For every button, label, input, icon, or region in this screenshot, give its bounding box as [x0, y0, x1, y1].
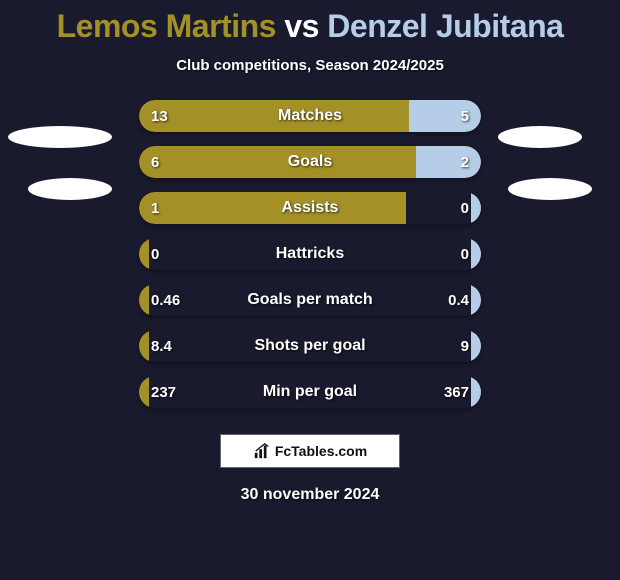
stat-row: 8.49Shots per goal: [139, 330, 481, 362]
decor-ellipse: [8, 126, 112, 148]
brand-text: FcTables.com: [275, 443, 367, 459]
decor-ellipse: [28, 178, 112, 200]
stat-label: Matches: [139, 100, 481, 132]
brand-box: FcTables.com: [220, 434, 400, 468]
stat-row: 62Goals: [139, 146, 481, 178]
subtitle: Club competitions, Season 2024/2025: [0, 57, 620, 74]
decor-ellipse: [498, 126, 582, 148]
comparison-infographic: Lemos Martins vs Denzel Jubitana Club co…: [0, 0, 620, 580]
player2-name: Denzel Jubitana: [327, 8, 563, 44]
date: 30 november 2024: [0, 486, 620, 504]
stat-row: 135Matches: [139, 100, 481, 132]
stat-label: Goals per match: [139, 284, 481, 316]
stat-label: Shots per goal: [139, 330, 481, 362]
chart-icon: [253, 442, 271, 460]
stat-row: 237367Min per goal: [139, 376, 481, 408]
stat-label: Min per goal: [139, 376, 481, 408]
player1-name: Lemos Martins: [57, 8, 276, 44]
stat-label: Hattricks: [139, 238, 481, 270]
vs-text: vs: [284, 8, 319, 44]
stat-row: 00Hattricks: [139, 238, 481, 270]
stat-label: Assists: [139, 192, 481, 224]
stat-row: 10Assists: [139, 192, 481, 224]
page-title: Lemos Martins vs Denzel Jubitana: [0, 0, 620, 45]
stat-label: Goals: [139, 146, 481, 178]
decor-ellipse: [508, 178, 592, 200]
stat-row: 0.460.4Goals per match: [139, 284, 481, 316]
